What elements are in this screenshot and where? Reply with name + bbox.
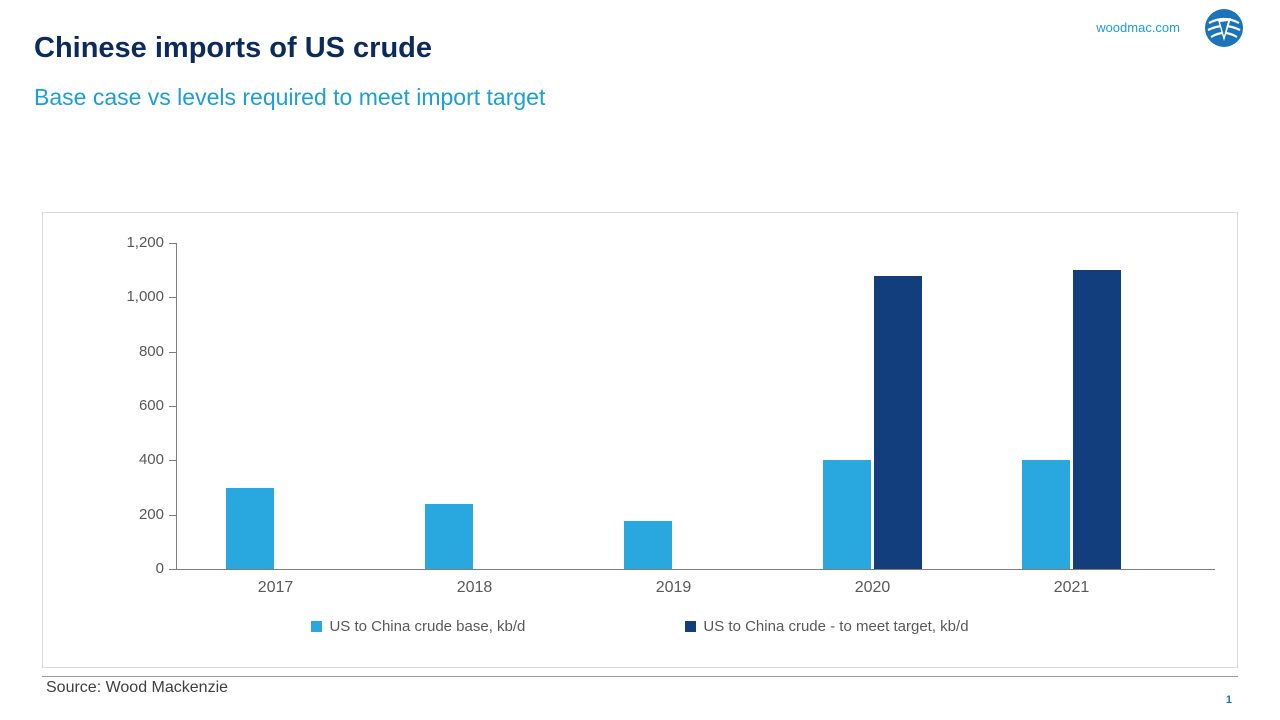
y-axis-tick-label: 1,000 xyxy=(126,288,164,306)
x-axis-line xyxy=(176,569,1215,570)
bar-chart: 0 200 400 600 800 1,000 1,200 2017 2018 2019 2020 2… xyxy=(43,213,1237,667)
base-bar xyxy=(624,521,672,569)
y-tick xyxy=(169,351,176,353)
y-axis-line xyxy=(176,243,177,569)
x-axis-category-label: 2019 xyxy=(655,579,692,596)
y-tick xyxy=(169,406,176,407)
target-bar xyxy=(874,275,922,569)
base-bar xyxy=(823,460,871,569)
y-axis-tick-label: 400 xyxy=(138,451,164,469)
divider xyxy=(42,676,1238,677)
legend-swatch xyxy=(685,621,697,632)
legend-swatch xyxy=(311,621,323,632)
page-subtitle: Base case vs levels required to meet imp… xyxy=(34,84,546,110)
y-axis-tick-label: 200 xyxy=(138,505,164,523)
page-number: 1 xyxy=(1225,694,1232,706)
y-axis-tick-label: 1,200 xyxy=(126,234,164,251)
y-tick xyxy=(169,297,176,299)
x-axis-category-label: 2017 xyxy=(257,579,294,596)
y-tick xyxy=(169,514,176,516)
base-bar xyxy=(425,503,473,569)
x-axis-category-label: 2020 xyxy=(854,579,891,596)
y-tick xyxy=(169,569,176,570)
chart-legend: US to China crude base, kb/d US to China … xyxy=(43,618,1237,635)
base-bar xyxy=(1022,460,1070,569)
legend-label: US to China crude - to meet target, kb/d xyxy=(703,618,969,635)
y-tick xyxy=(169,243,176,244)
source-text: Source: Wood Mackenzie xyxy=(46,679,229,696)
target-bar xyxy=(1073,270,1121,569)
y-axis-tick-label: 600 xyxy=(138,397,164,414)
woodmac-logo xyxy=(1205,9,1243,47)
y-axis-tick-label: 0 xyxy=(155,560,164,577)
x-axis-category-label: 2021 xyxy=(1053,579,1090,596)
page-title: Chinese imports of US crude xyxy=(34,32,433,64)
base-bar xyxy=(226,487,274,569)
chart-container: 0 200 400 600 800 1,000 1,200 2017 2018 2019 2020 2… xyxy=(42,212,1238,668)
x-axis-category-label: 2018 xyxy=(456,579,493,596)
legend-item: US to China crude base, kb/d xyxy=(311,618,525,635)
legend-label: US to China crude base, kb/d xyxy=(329,618,526,635)
legend-item: US to China crude - to meet target, kb/d xyxy=(685,618,969,635)
website-link[interactable]: woodmac.com xyxy=(1096,20,1180,35)
y-axis-tick-label: 800 xyxy=(138,342,164,360)
y-tick xyxy=(169,460,176,462)
